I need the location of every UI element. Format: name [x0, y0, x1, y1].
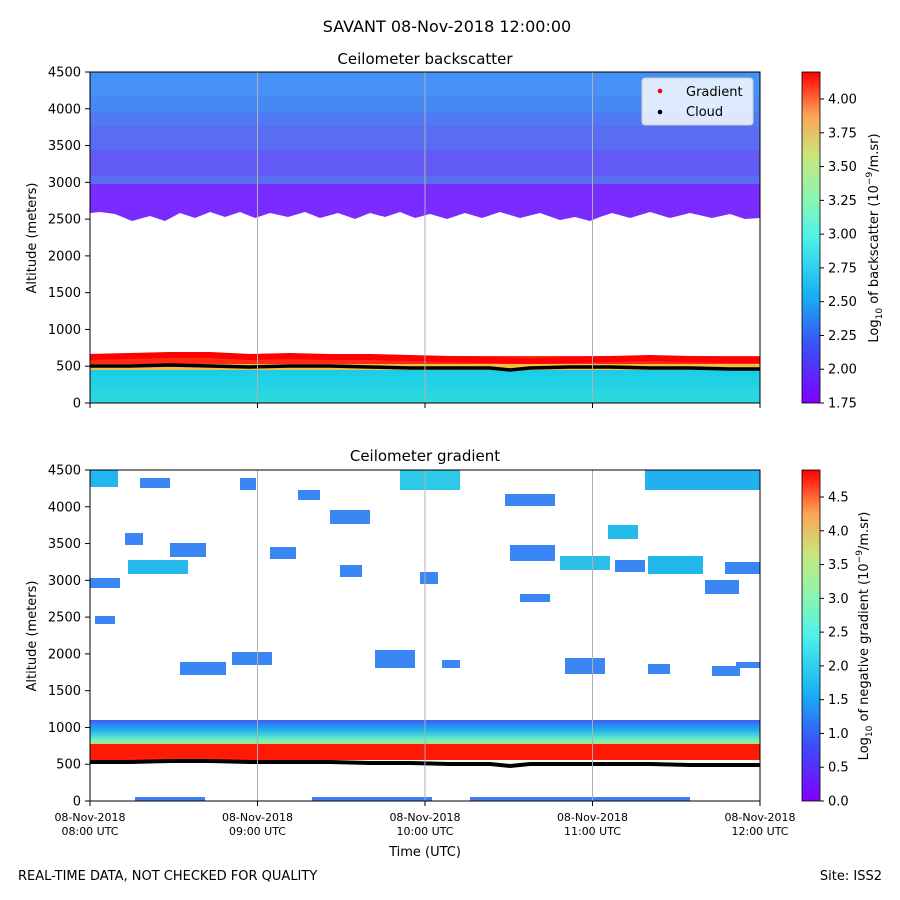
x-tick-date: 08-Nov-2018	[54, 811, 125, 824]
legend-cloud-marker	[657, 109, 663, 115]
gradient-colorbar-label: Log10 of negative gradient (10−9/m.sr)	[855, 512, 875, 761]
y-tick-label: 2000	[48, 249, 81, 264]
colorbar-tick-label: 2.5	[828, 626, 849, 641]
backscatter-ylabel: Altitude (meters)	[25, 183, 40, 294]
y-tick-label: 500	[56, 758, 81, 773]
y-tick-label: 0	[73, 795, 81, 810]
colorbar-tick-label: 3.25	[828, 194, 857, 209]
y-tick-label: 4500	[48, 66, 81, 81]
backscatter-x-ticks	[89, 403, 761, 408]
y-tick-label: 4500	[48, 464, 81, 479]
gradient-title: Ceilometer gradient	[350, 447, 500, 465]
x-tick-date: 08-Nov-2018	[222, 811, 293, 824]
gradient-grid	[257, 470, 593, 801]
colorbar-tick-label: 3.00	[828, 228, 857, 243]
y-tick-label: 0	[73, 397, 81, 412]
colorbar-tick-label: 2.25	[828, 329, 857, 344]
x-tick-time: 10:00 UTC	[396, 825, 453, 838]
colorbar-tick-label: 3.0	[828, 592, 849, 607]
gradient-colorbar-ticks: 0.0 0.5 1.0 1.5 2.0 2.5 3.0 3.5 4.0 4.5	[820, 491, 849, 810]
surface-gradient-patch	[312, 797, 432, 801]
legend-cloud-label: Cloud	[686, 105, 723, 120]
cloud-marker-line-gradient	[90, 759, 760, 769]
colorbar-tick-label: 0.0	[828, 795, 849, 810]
y-tick-label: 2500	[48, 213, 81, 228]
site-label: Site: ISS2	[819, 869, 882, 884]
colorbar-tick-label: 1.5	[828, 693, 849, 708]
colorbar-tick-label: 4.0	[828, 524, 849, 539]
upper-gradient-patches	[90, 470, 760, 676]
backscatter-colorbar-ticks: 1.75 2.00 2.25 2.50 2.75 3.00 3.25 3.50 3.75 4.00	[820, 93, 857, 412]
backscatter-panel: Ceilometer backscatter 0 500 1000 1500 2000 2…	[25, 50, 885, 412]
x-tick-time: 09:00 UTC	[229, 825, 286, 838]
x-tick-time: 12:00 UTC	[731, 825, 788, 838]
colorbar-tick-label: 3.50	[828, 160, 857, 175]
y-tick-label: 3000	[48, 574, 81, 589]
figure-suptitle: SAVANT 08-Nov-2018 12:00:00	[323, 17, 571, 36]
y-tick-label: 3500	[48, 139, 81, 154]
colorbar-tick-label: 3.75	[828, 126, 857, 141]
colorbar-tick-label: 2.00	[828, 363, 857, 378]
colorbar-tick-label: 4.00	[828, 93, 857, 108]
colorbar-tick-label: 4.5	[828, 491, 849, 506]
surface-gradient-patch	[135, 797, 205, 801]
y-tick-label: 1000	[48, 323, 81, 338]
legend-gradient-marker	[657, 88, 663, 94]
backscatter-title: Ceilometer backscatter	[337, 50, 513, 68]
backscatter-y-axis: 0 500 1000 1500 2000 2500 3000 3500 4000 4500	[48, 66, 90, 412]
y-tick-label: 2500	[48, 611, 81, 626]
x-tick-time: 11:00 UTC	[564, 825, 621, 838]
legend: Gradient Cloud	[641, 77, 754, 126]
colorbar-tick-label: 2.0	[828, 659, 849, 674]
x-tick-date: 08-Nov-2018	[557, 811, 628, 824]
y-tick-label: 500	[56, 360, 81, 375]
colorbar-tick-label: 3.5	[828, 558, 849, 573]
surface-gradient-patch	[470, 797, 690, 801]
gradient-colorbar	[801, 469, 821, 802]
colorbar-tick-label: 1.75	[828, 397, 857, 412]
gradient-ylabel: Altitude (meters)	[25, 581, 40, 692]
colorbar-tick-label: 0.5	[828, 761, 849, 776]
cloud-marker-line	[90, 363, 760, 372]
y-tick-label: 1000	[48, 721, 81, 736]
gradient-y-axis: 0 500 1000 1500 2000 2500 3000 3500 4000 4500	[48, 464, 90, 810]
y-tick-label: 3500	[48, 537, 81, 552]
gradient-marker-line	[89, 352, 760, 365]
colorbar-tick-label: 2.50	[828, 295, 857, 310]
gradient-panel: Ceilometer gradient	[25, 447, 875, 860]
colorbar-tick-label: 1.0	[828, 727, 849, 742]
y-tick-label: 4000	[48, 102, 81, 117]
y-tick-label: 1500	[48, 286, 81, 301]
legend-box	[641, 77, 754, 126]
y-tick-label: 4000	[48, 500, 81, 515]
gradient-xlabel: Time (UTC)	[388, 845, 461, 860]
x-tick-date: 08-Nov-2018	[724, 811, 795, 824]
y-tick-label: 3000	[48, 176, 81, 191]
x-tick-date: 08-Nov-2018	[389, 811, 460, 824]
backscatter-colorbar	[801, 71, 821, 404]
colorbar-tick-label: 2.75	[828, 261, 857, 276]
x-tick-time: 08:00 UTC	[61, 825, 118, 838]
legend-gradient-label: Gradient	[686, 85, 743, 100]
quality-disclaimer: REAL-TIME DATA, NOT CHECKED FOR QUALITY	[18, 869, 318, 884]
y-tick-label: 1500	[48, 684, 81, 699]
backscatter-colorbar-label: Log10 of backscatter (10−9/m.sr)	[865, 133, 885, 342]
backscatter-grid	[257, 72, 593, 403]
y-tick-label: 2000	[48, 647, 81, 662]
